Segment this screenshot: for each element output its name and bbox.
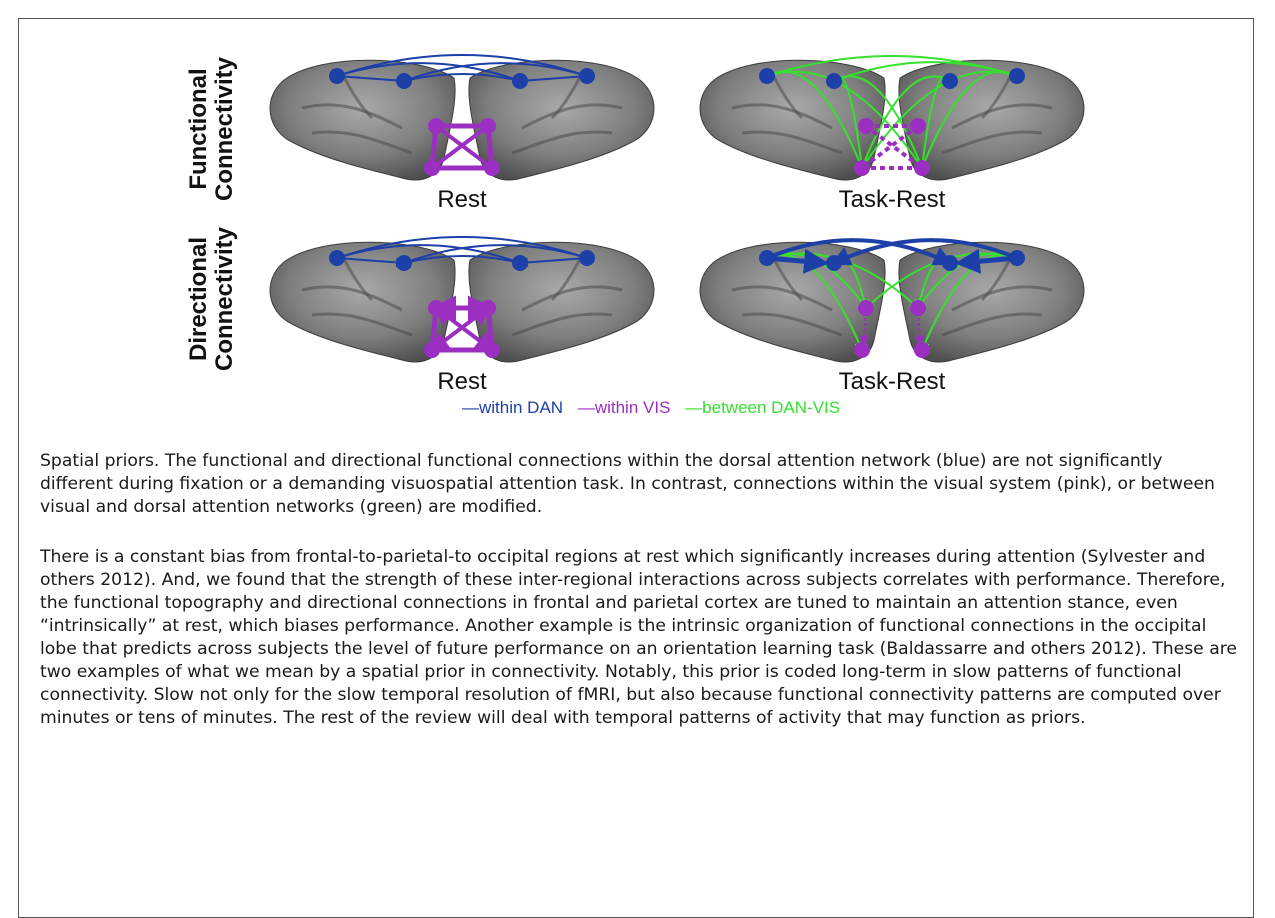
panel-rest-directional <box>269 236 655 363</box>
dan-link <box>336 54 588 77</box>
panel-label-rest-functional: Rest <box>437 186 487 213</box>
sulcus <box>301 103 403 130</box>
sulcus <box>301 285 403 312</box>
brain-connectivity-diagram <box>269 54 1085 363</box>
dan-node <box>826 255 842 271</box>
vis-node <box>854 342 870 358</box>
vis-node <box>854 160 870 176</box>
vis-link <box>428 305 492 353</box>
row-label-directional-text: Directional Connectivity <box>185 226 238 372</box>
legend-between-dan-vis: —between DAN-VIS <box>685 398 841 417</box>
right-hemisphere <box>468 59 655 181</box>
caption-paragraph-2: There is a constant bias from frontal-to… <box>40 547 1237 728</box>
sulcus <box>941 130 1043 155</box>
dan-link <box>518 257 588 268</box>
dan-node <box>396 73 412 89</box>
vis-link <box>434 124 494 170</box>
dan-node <box>1009 250 1025 266</box>
dan-node <box>759 250 775 266</box>
vis-node <box>428 300 444 316</box>
row-label-functional: Functional Connectivity <box>182 44 242 214</box>
dan-link <box>403 73 521 82</box>
vis-node <box>858 118 874 134</box>
vis-node <box>484 342 500 358</box>
dan-link <box>336 62 521 82</box>
dan-link <box>336 257 406 268</box>
dan-node <box>579 68 595 84</box>
dan-node <box>1009 68 1025 84</box>
dan-node <box>329 68 345 84</box>
right-hemisphere <box>898 241 1085 363</box>
vis-node <box>910 300 926 316</box>
panel-label-rest-directional: Rest <box>437 368 487 395</box>
sulcus <box>521 103 623 130</box>
caption: Spatial priors. The functional and direc… <box>40 450 1240 757</box>
between-link <box>861 75 951 169</box>
panel-task-rest-functional <box>699 55 1085 181</box>
vis-node <box>858 300 874 316</box>
vis-node <box>428 118 444 134</box>
sulcus <box>741 312 843 337</box>
dan-node <box>579 250 595 266</box>
dan-node <box>512 73 528 89</box>
dan-link <box>766 238 954 266</box>
dan-node <box>512 255 528 271</box>
sulcus <box>951 285 1053 312</box>
vis-node <box>424 342 440 358</box>
dan-node <box>942 73 958 89</box>
sulcus <box>511 130 613 155</box>
vis-link <box>860 124 920 170</box>
sulcus <box>511 312 613 337</box>
sulcus <box>941 312 1043 337</box>
dan-link <box>336 236 588 259</box>
dan-link <box>766 248 829 274</box>
sulcus <box>951 103 1053 130</box>
legend-within-dan: —within DAN <box>462 398 564 417</box>
connectivity-figure: Functional Connectivity Directional Connec… <box>182 38 1112 424</box>
dan-link <box>403 244 588 264</box>
vis-node <box>480 118 496 134</box>
sulcus <box>741 130 843 155</box>
dan-node <box>759 68 775 84</box>
dan-link <box>336 244 521 264</box>
vis-node <box>914 342 930 358</box>
vis-node <box>480 300 496 316</box>
panel-label-task-rest-directional: Task-Rest <box>838 368 946 395</box>
dan-link <box>519 75 588 82</box>
left-hemisphere <box>699 59 886 181</box>
panel-rest-functional <box>269 54 655 181</box>
dan-link <box>830 238 1018 266</box>
sulcus <box>311 312 413 337</box>
between-link <box>833 61 1018 82</box>
sulcus <box>311 130 413 155</box>
dan-link <box>403 255 521 264</box>
dan-node <box>826 73 842 89</box>
dan-node <box>329 250 345 266</box>
dan-node <box>942 255 958 271</box>
left-hemisphere <box>269 59 456 181</box>
dan-link <box>403 62 588 82</box>
vis-link <box>864 124 924 170</box>
left-hemisphere <box>699 241 886 363</box>
caption-paragraph-1: Spatial priors. The functional and direc… <box>40 451 1215 517</box>
dan-link <box>336 75 405 82</box>
dan-link <box>955 248 1018 274</box>
row-label-directional: Directional Connectivity <box>182 214 242 384</box>
vis-node <box>910 118 926 134</box>
legend: —within DAN —within VIS —between DAN-VIS <box>462 398 850 418</box>
vis-node <box>484 160 500 176</box>
row-label-functional-text: Functional Connectivity <box>185 56 238 202</box>
right-hemisphere <box>898 59 1085 181</box>
legend-within-vis: —within VIS <box>577 398 671 417</box>
vis-node <box>424 160 440 176</box>
panel-task-rest-directional <box>699 238 1085 363</box>
sulcus <box>521 285 623 312</box>
panel-label-task-rest-functional: Task-Rest <box>838 186 946 213</box>
vis-node <box>914 160 930 176</box>
sulcus <box>731 285 833 312</box>
sulcus <box>731 103 833 130</box>
vis-link <box>430 124 490 170</box>
dan-node <box>396 255 412 271</box>
